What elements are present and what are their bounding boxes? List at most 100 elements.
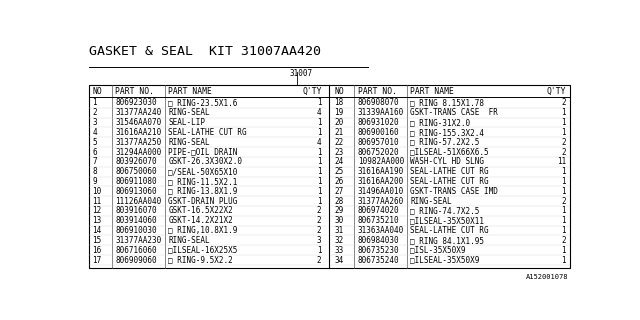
- Text: □ISL-35X50X9: □ISL-35X50X9: [410, 246, 466, 255]
- Text: 806908070: 806908070: [358, 99, 399, 108]
- Text: 12: 12: [92, 206, 102, 215]
- Text: 2: 2: [561, 99, 566, 108]
- Text: □ RING-9.5X2.2: □ RING-9.5X2.2: [168, 256, 233, 265]
- Text: 15: 15: [92, 236, 102, 245]
- Text: GSKT-26.3X30X2.0: GSKT-26.3X30X2.0: [168, 157, 243, 166]
- Text: 31377AA250: 31377AA250: [115, 138, 161, 147]
- Text: 3: 3: [317, 236, 321, 245]
- Text: 803926070: 803926070: [115, 157, 157, 166]
- Text: PART NO.: PART NO.: [115, 87, 154, 96]
- Text: 1: 1: [317, 196, 321, 206]
- Text: □ILSEAL-51X66X6.5: □ILSEAL-51X66X6.5: [410, 148, 489, 156]
- Text: 33: 33: [335, 246, 344, 255]
- Text: 28: 28: [335, 196, 344, 206]
- Text: □ RING-74.7X2.5: □ RING-74.7X2.5: [410, 206, 480, 215]
- Text: 806984030: 806984030: [358, 236, 399, 245]
- Text: 806752020: 806752020: [358, 148, 399, 156]
- Text: 1: 1: [561, 118, 566, 127]
- Text: 1: 1: [317, 246, 321, 255]
- Text: RING-SEAL: RING-SEAL: [168, 236, 210, 245]
- Text: 1: 1: [317, 177, 321, 186]
- Text: 1: 1: [317, 118, 321, 127]
- Text: 8: 8: [92, 167, 97, 176]
- Text: 21: 21: [335, 128, 344, 137]
- Text: 18: 18: [335, 99, 344, 108]
- Text: 11: 11: [557, 157, 566, 166]
- Text: 31377AA260: 31377AA260: [358, 196, 404, 206]
- Text: 1: 1: [561, 216, 566, 225]
- Text: 1: 1: [317, 99, 321, 108]
- Text: 32: 32: [335, 236, 344, 245]
- Text: 1: 1: [561, 206, 566, 215]
- Text: 30: 30: [335, 216, 344, 225]
- Text: □ILSEAL-35X50X11: □ILSEAL-35X50X11: [410, 216, 484, 225]
- Text: SEAL-LATHE CUT RG: SEAL-LATHE CUT RG: [410, 226, 489, 235]
- Text: 806957010: 806957010: [358, 138, 399, 147]
- Text: 803916070: 803916070: [115, 206, 157, 215]
- Text: 19: 19: [335, 108, 344, 117]
- Text: 806900160: 806900160: [358, 128, 399, 137]
- Text: 2: 2: [561, 138, 566, 147]
- Bar: [89, 85, 570, 268]
- Text: 2: 2: [317, 206, 321, 215]
- Text: □ RING 84.1X1.95: □ RING 84.1X1.95: [410, 236, 484, 245]
- Text: 31377AA230: 31377AA230: [115, 236, 161, 245]
- Text: 9: 9: [92, 177, 97, 186]
- Text: RING-SEAL: RING-SEAL: [410, 196, 452, 206]
- Text: 31616AA200: 31616AA200: [358, 177, 404, 186]
- Text: □ RING 8.15X1.78: □ RING 8.15X1.78: [410, 99, 484, 108]
- Text: 31616AA210: 31616AA210: [115, 128, 161, 137]
- Text: 13: 13: [92, 216, 102, 225]
- Text: 2: 2: [317, 256, 321, 265]
- Text: 806910030: 806910030: [115, 226, 157, 235]
- Text: □ RING-155.3X2.4: □ RING-155.3X2.4: [410, 128, 484, 137]
- Text: GSKT-TRANS CASE  FR: GSKT-TRANS CASE FR: [410, 108, 498, 117]
- Text: 1: 1: [92, 99, 97, 108]
- Text: □ RING-57.2X2.5: □ RING-57.2X2.5: [410, 138, 480, 147]
- Text: NO: NO: [335, 87, 344, 96]
- Text: 10: 10: [92, 187, 102, 196]
- Text: 4: 4: [92, 128, 97, 137]
- Text: SEAL-LIP: SEAL-LIP: [168, 118, 205, 127]
- Text: 2: 2: [561, 196, 566, 206]
- Text: PART NAME: PART NAME: [168, 87, 212, 96]
- Text: SEAL-LATHE CUT RG: SEAL-LATHE CUT RG: [410, 167, 489, 176]
- Text: 31496AA010: 31496AA010: [358, 187, 404, 196]
- Text: 5: 5: [92, 138, 97, 147]
- Text: 803914060: 803914060: [115, 216, 157, 225]
- Text: 17: 17: [92, 256, 102, 265]
- Text: 1: 1: [317, 167, 321, 176]
- Text: 806913060: 806913060: [115, 187, 157, 196]
- Text: 31546AA070: 31546AA070: [115, 118, 161, 127]
- Text: 31377AA240: 31377AA240: [115, 108, 161, 117]
- Text: SEAL-LATHE CUT RG: SEAL-LATHE CUT RG: [410, 177, 489, 186]
- Text: GSKT-DRAIN PLUG: GSKT-DRAIN PLUG: [168, 196, 237, 206]
- Text: 1: 1: [561, 177, 566, 186]
- Text: 31: 31: [335, 226, 344, 235]
- Text: RING-SEAL: RING-SEAL: [168, 108, 210, 117]
- Text: □ RING-13.8X1.9: □ RING-13.8X1.9: [168, 187, 237, 196]
- Text: 27: 27: [335, 187, 344, 196]
- Text: 29: 29: [335, 206, 344, 215]
- Text: 2: 2: [561, 236, 566, 245]
- Text: GSKT-16.5X22X2: GSKT-16.5X22X2: [168, 206, 233, 215]
- Text: 16: 16: [92, 246, 102, 255]
- Text: 1: 1: [561, 128, 566, 137]
- Text: WASH-CYL HD SLNG: WASH-CYL HD SLNG: [410, 157, 484, 166]
- Text: GSKT-14.2X21X2: GSKT-14.2X21X2: [168, 216, 233, 225]
- Text: 2: 2: [317, 216, 321, 225]
- Text: 806750060: 806750060: [115, 167, 157, 176]
- Text: 806716060: 806716060: [115, 246, 157, 255]
- Text: 22: 22: [335, 138, 344, 147]
- Text: □ RING,10.8X1.9: □ RING,10.8X1.9: [168, 226, 237, 235]
- Text: A152001078: A152001078: [526, 274, 568, 280]
- Text: 806911080: 806911080: [115, 177, 157, 186]
- Text: 806909060: 806909060: [115, 256, 157, 265]
- Text: □ILSEAL-16X25X5: □ILSEAL-16X25X5: [168, 246, 237, 255]
- Text: 806931020: 806931020: [358, 118, 399, 127]
- Text: 31363AA040: 31363AA040: [358, 226, 404, 235]
- Text: 10982AA000: 10982AA000: [358, 157, 404, 166]
- Text: 7: 7: [92, 157, 97, 166]
- Text: 4: 4: [317, 138, 321, 147]
- Text: □/SEAL-50X65X10: □/SEAL-50X65X10: [168, 167, 237, 176]
